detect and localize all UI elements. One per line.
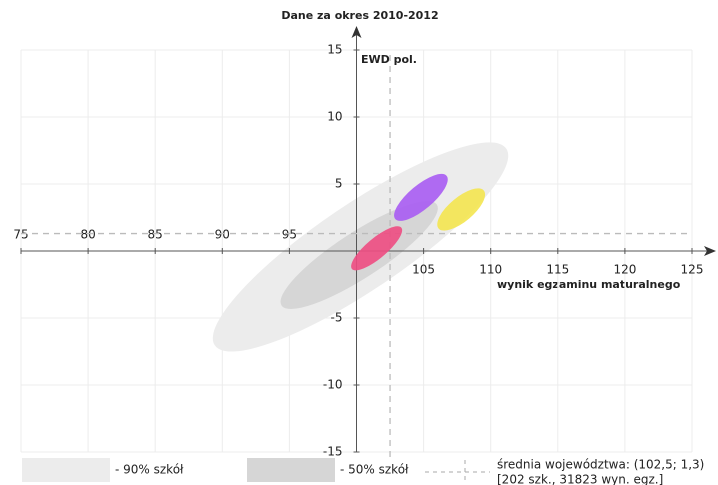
legend-swatch: [247, 458, 335, 482]
x-tick-label: 85: [148, 228, 163, 242]
x-tick-label: 105: [412, 263, 435, 277]
legend: średnia województwa: (102,5; 1,3) [202 s…: [22, 458, 704, 485]
y-axis-arrow: [351, 26, 362, 38]
y-tick-label: -5: [331, 311, 343, 325]
legend-label: - 90% szkół: [115, 463, 184, 477]
plot: 75 80 85 90 95 105 110 115 120 125 -15 -10 -5 5 10 15: [13, 26, 716, 459]
x-tick-label: 75: [13, 228, 28, 242]
y-axis-label: EWD pol.: [361, 53, 417, 66]
chart-title: Dane za okres 2010-2012: [281, 9, 438, 22]
y-tick-label: 10: [327, 110, 342, 124]
y-tick-label: -10: [323, 378, 343, 392]
x-tick-label: 125: [681, 263, 704, 277]
y-tick-label: 5: [335, 177, 343, 191]
y-tick-label: -15: [323, 445, 343, 459]
x-tick-label: 80: [80, 228, 95, 242]
x-tick-label: 110: [479, 263, 502, 277]
x-axis-label: wynik egzaminu maturalnego: [497, 278, 681, 291]
legend-mean-label: średnia województwa: (102,5; 1,3): [497, 458, 704, 472]
legend-swatch: [22, 458, 110, 482]
x-tick-label: 90: [215, 228, 230, 242]
school-ellipse: [437, 188, 486, 231]
x-tick-label: 115: [546, 263, 569, 277]
y-tick-label: 15: [327, 43, 342, 57]
x-tick-label: 120: [613, 263, 636, 277]
x-axis-arrow: [704, 246, 716, 256]
school-ellipse: [351, 226, 403, 271]
legend-label: - 50% szkół: [340, 463, 409, 477]
legend-mean-note: [202 szk., 31823 wyn. egz.]: [497, 473, 663, 485]
school-ellipse: [394, 173, 448, 221]
x-tick-label: 95: [282, 228, 297, 242]
